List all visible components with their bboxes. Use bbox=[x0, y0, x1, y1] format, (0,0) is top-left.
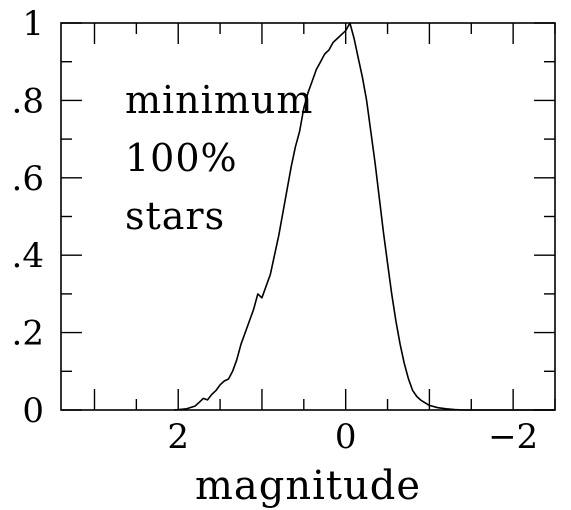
x-tick-label: 2 bbox=[167, 417, 189, 457]
tick-labels: 2 0 −2 0 .2 .4 .6 .8 1 bbox=[12, 4, 539, 457]
y-tick-label: 1 bbox=[22, 4, 44, 44]
x-tick-label: 0 bbox=[335, 417, 357, 457]
y-tick-label: 0 bbox=[22, 391, 44, 431]
annotation-line: stars bbox=[125, 194, 225, 238]
x-tick-label: −2 bbox=[488, 417, 538, 457]
annotation: minimum 100% stars bbox=[125, 78, 313, 238]
x-axis-label: magnitude bbox=[195, 463, 421, 509]
plot-frame bbox=[60, 22, 556, 411]
series-line bbox=[173, 22, 555, 411]
y-tick-label: .6 bbox=[12, 159, 44, 199]
annotation-line: 100% bbox=[125, 136, 238, 180]
y-tick-label: .4 bbox=[12, 236, 44, 276]
y-tick-label: .2 bbox=[12, 314, 44, 354]
annotation-line: minimum bbox=[125, 78, 313, 122]
y-tick-label: .8 bbox=[12, 81, 44, 121]
